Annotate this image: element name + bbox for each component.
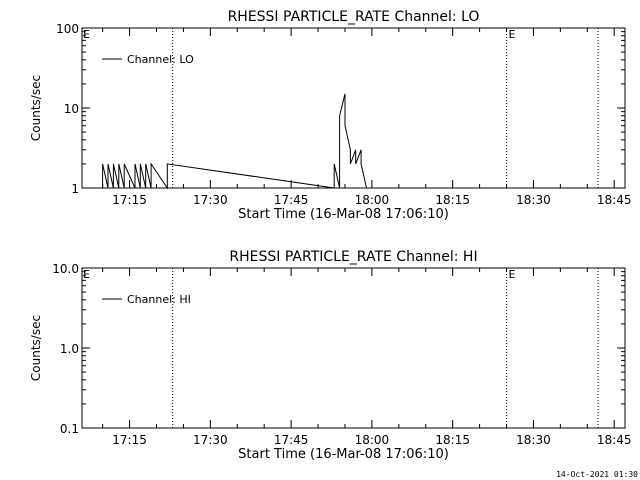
x-tick-label: 17:30 xyxy=(193,193,228,207)
x-tick-label: 18:15 xyxy=(435,193,470,207)
chart-panel-1: RHESSI PARTICLE_RATE Channel: LO Counts/s… xyxy=(29,9,632,222)
marker-label: E xyxy=(83,268,90,281)
x-tick-label: 18:30 xyxy=(516,193,551,207)
x-tick-label: 18:45 xyxy=(597,193,632,207)
x-tick-label: 18:45 xyxy=(597,433,632,447)
x-tick-label: 18:00 xyxy=(355,193,390,207)
plot-frame xyxy=(81,267,626,429)
series-line xyxy=(102,93,367,190)
x-tick-label: 18:15 xyxy=(435,433,470,447)
x-tick-label: 17:15 xyxy=(112,433,147,447)
footer-timestamp: 14-Oct-2021 01:30 xyxy=(556,470,638,479)
x-tick-label: 17:15 xyxy=(112,193,147,207)
x-tick-label: 17:45 xyxy=(274,193,309,207)
y-tick-label: 1.0 xyxy=(60,342,79,356)
y-axis-label: Counts/sec xyxy=(29,315,43,381)
y-tick-label: 100 xyxy=(56,22,79,36)
legend-label: Channel: LO xyxy=(127,53,194,66)
marker-label: E xyxy=(509,268,516,281)
y-tick-label: 10 xyxy=(64,102,79,116)
x-axis-label: Start Time (16-Mar-08 17:06:10) xyxy=(238,447,449,462)
chart-title: RHESSI PARTICLE_RATE Channel: HI xyxy=(229,249,477,265)
x-axis-label: Start Time (16-Mar-08 17:06:10) xyxy=(238,207,449,222)
plot-frame xyxy=(81,27,626,189)
x-tick-label: 18:00 xyxy=(355,433,390,447)
x-tick-label: 17:45 xyxy=(274,433,309,447)
marker-label: E xyxy=(83,28,90,41)
y-tick-label: 10.0 xyxy=(52,262,79,276)
chart-panel-2: RHESSI PARTICLE_RATE Channel: HI Counts/s… xyxy=(29,249,632,462)
x-tick-label: 18:30 xyxy=(516,433,551,447)
y-tick-label: 1 xyxy=(71,182,79,196)
y-axis-label: Counts/sec xyxy=(29,75,43,141)
legend-label: Channel: HI xyxy=(127,293,191,306)
y-tick-label: 0.1 xyxy=(60,422,79,436)
x-tick-label: 17:30 xyxy=(193,433,228,447)
marker-label: E xyxy=(509,28,516,41)
chart-title: RHESSI PARTICLE_RATE Channel: LO xyxy=(228,9,480,25)
